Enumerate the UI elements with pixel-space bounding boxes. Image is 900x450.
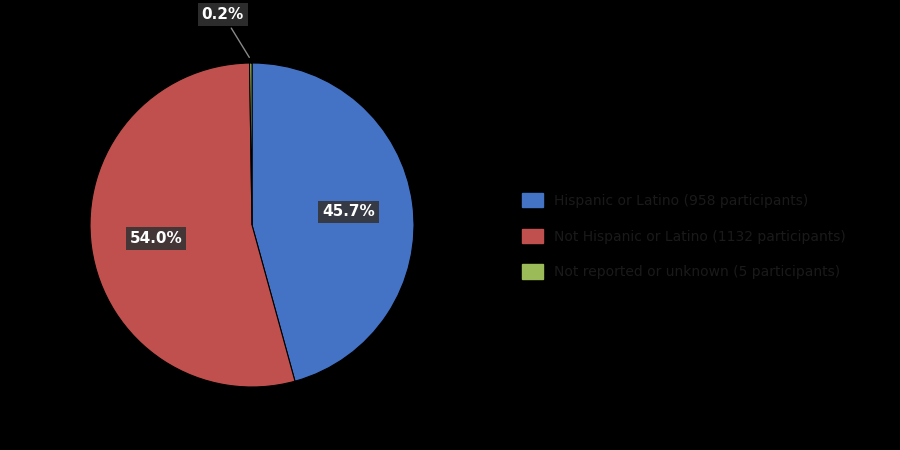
Text: 45.7%: 45.7%: [322, 204, 374, 220]
Text: 0.2%: 0.2%: [202, 7, 249, 58]
Wedge shape: [252, 63, 414, 381]
Legend: Hispanic or Latino (958 participants), Not Hispanic or Latino (1132 participants: Hispanic or Latino (958 participants), N…: [508, 179, 860, 293]
Wedge shape: [249, 63, 252, 225]
Wedge shape: [90, 63, 295, 387]
Text: 54.0%: 54.0%: [130, 231, 182, 246]
